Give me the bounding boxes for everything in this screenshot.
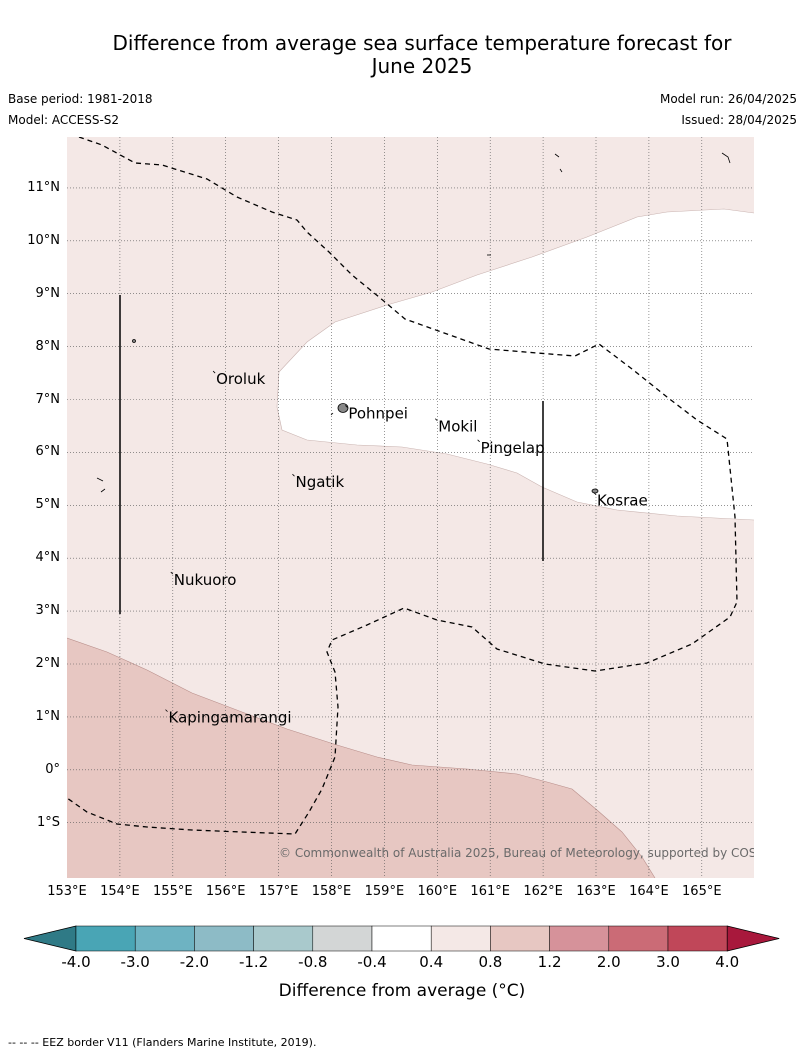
latitude-tick-label: 9°N (35, 285, 61, 301)
latitude-tick-label: 5°N (35, 497, 61, 513)
place-label-oroluk: Oroluk (216, 370, 265, 388)
longitude-tick-label: 153°E (47, 884, 87, 899)
model-run-label: Model run: 26/04/2025 (659, 92, 797, 106)
page-title: Difference from average sea surface temp… (60, 32, 784, 78)
longitude-tick-label: 156°E (205, 884, 246, 899)
colorbar-bin (194, 925, 254, 952)
anomaly-region-near-average (277, 209, 754, 520)
longitude-tick-label: 161°E (470, 884, 510, 899)
colorbar-bin (134, 925, 195, 952)
colorbar-tick-label: -0.4 (357, 953, 387, 971)
colorbar-tick-label: 0.4 (419, 953, 444, 971)
small-island (132, 339, 136, 343)
colorbar-extend-low (23, 925, 77, 952)
longitude-tick-label: 158°E (311, 884, 352, 899)
latitude-tick-label: 7°N (35, 391, 61, 407)
eez-border (67, 137, 738, 835)
place-marker (593, 492, 597, 496)
place-label-pingelap: Pingelap (481, 439, 545, 457)
latitude-tick-label: 2°N (35, 656, 61, 671)
place-label-kapingamarangi: Kapingamarangi (169, 709, 292, 727)
latitude-tick-label: 3°N (35, 603, 61, 619)
colorbar-tick-label: -4.0 (61, 953, 91, 971)
colorbar-bin (253, 925, 314, 952)
colorbar-tick-label: 0.8 (478, 953, 503, 971)
longitude-tick-label: 160°E (417, 884, 458, 899)
longitude-tick-label: 157°E (258, 884, 299, 899)
place-label-mokil: Mokil (438, 418, 477, 436)
place-label-ngatik: Ngatik (295, 473, 344, 491)
colorbar-tick-label: -3.0 (120, 953, 150, 971)
longitude-tick-label: 155°E (153, 884, 193, 899)
colorbar-tick-label: -2.0 (179, 953, 210, 971)
colorbar (23, 925, 780, 952)
colorbar-tick-label: 2.0 (596, 953, 621, 971)
anomaly-region-0.8-1.2 (67, 638, 655, 878)
small-island (96, 477, 106, 493)
colorbar-bin (608, 925, 669, 952)
latitude-tick-label: 6°N (35, 444, 61, 460)
colorbar-bin (75, 925, 136, 952)
colorbar-tick-label: -1.2 (238, 953, 269, 971)
anomaly-fill (67, 137, 754, 878)
small-island (554, 153, 563, 173)
title-line-1: Difference from average sea surface temp… (112, 31, 732, 55)
footnote: -- -- -- EEZ border V11 (Flanders Marine… (8, 1036, 317, 1049)
place-marker (435, 418, 438, 421)
colorbar-bin (430, 925, 491, 952)
latitude-tick-label: 11°N (27, 179, 60, 195)
colorbar-bin (490, 925, 550, 952)
issued-label: Issued: 28/04/2025 (681, 113, 797, 127)
place-label-kosrae: Kosrae (597, 492, 648, 510)
title-line-2: June 2025 (371, 54, 473, 78)
kosrae-island (591, 488, 599, 494)
latitude-tick-label: 4°N (35, 550, 61, 566)
latitude-tick-label: 0° (45, 761, 60, 777)
latitude-tick-label: 8°N (35, 338, 61, 354)
small-island (330, 412, 334, 416)
longitude-tick-label: 162°E (523, 884, 563, 899)
latitude-tick-label: 1°N (35, 708, 61, 724)
small-island (721, 152, 731, 164)
latitude-tick-label: 10°N (27, 232, 60, 248)
model-label: Model: ACCESS-S2 (8, 113, 120, 127)
place-marker (345, 405, 348, 408)
graticule (67, 137, 754, 878)
place-marker (477, 439, 480, 443)
place-marker (292, 473, 295, 477)
place-marker (170, 571, 174, 575)
place-label-nukuoro: Nukuoro (174, 571, 237, 589)
colorbar-extend-high (726, 925, 780, 952)
longitude-tick-label: 164°E (629, 884, 669, 899)
pohnpei-island (337, 403, 349, 413)
colorbar-bin (312, 925, 373, 952)
base-period-label: Base period: 1981-2018 (8, 92, 153, 106)
colorbar-tick-label: -0.8 (298, 953, 328, 971)
place-label-pohnpei: Pohnpei (348, 404, 408, 422)
colorbar-bin (549, 925, 610, 952)
colorbar-tick-label: 4.0 (715, 953, 740, 971)
place-marker (165, 709, 168, 712)
colorbar-tick-label: 3.0 (656, 953, 680, 971)
colorbar-label: Difference from average (°C) (278, 981, 526, 1001)
colorbar-bin (667, 925, 728, 952)
islands (96, 152, 731, 494)
place-marker (212, 370, 216, 374)
longitude-tick-label: 165°E (682, 884, 722, 899)
copyright-notice: © Commonwealth of Australia 2025, Bureau… (279, 846, 754, 860)
longitude-tick-label: 163°E (576, 884, 616, 899)
longitude-tick-label: 159°E (364, 884, 405, 899)
colorbar-tick-label: 1.2 (537, 953, 562, 971)
longitude-tick-label: 154°E (100, 884, 140, 899)
colorbar-bin (371, 925, 432, 952)
latitude-tick-label: 1°S (36, 814, 60, 830)
